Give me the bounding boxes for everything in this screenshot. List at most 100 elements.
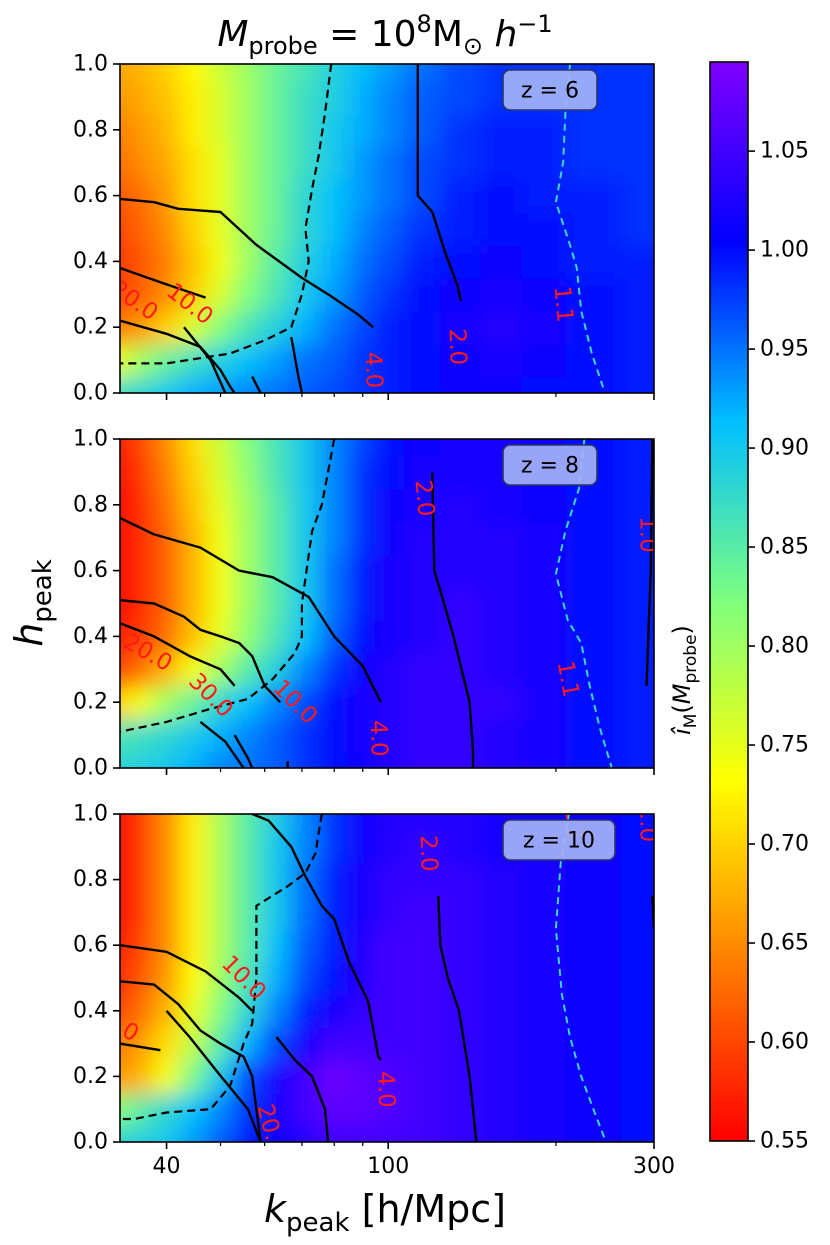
heatmap-cell [261,520,292,556]
heatmap-cell [347,553,377,589]
heatmap-cell [289,276,321,312]
heatmap-cell [120,1059,132,1094]
heatmap-cell [289,927,321,963]
heatmap-cell [521,520,568,556]
heatmap-cell [620,1059,654,1094]
heatmap-cell [179,112,209,148]
heatmap-cell [620,684,654,720]
heatmap-cell [120,439,132,457]
heatmap-cell [521,112,568,148]
heatmap-cell [152,750,182,768]
panels: 20.010.04.02.01.10.00.20.40.60.81.0z = 6… [73,52,675,1180]
heatmap-cell [404,993,443,1029]
heatmap-cell [440,342,483,378]
colorbar-tick-label: 0.65 [760,931,809,956]
heatmap-cell [129,1059,155,1094]
heatmap-cell [206,520,236,556]
heatmap-cell [521,651,568,687]
y-tick-label: 1.0 [73,52,108,77]
heatmap-cell [179,211,209,246]
y-tick-label: 0.6 [73,183,108,208]
heatmap-cell [120,145,132,181]
heatmap-cell [620,145,654,181]
heatmap-cell [440,1124,483,1142]
heatmap-cell [152,309,182,345]
heatmap-cell [120,1124,132,1142]
heatmap-cell [206,178,236,214]
heatmap-cell [206,895,236,930]
heatmap-cell [152,862,182,897]
heatmap-cell [620,553,654,589]
heatmap-cell [480,520,524,556]
heatmap-cell [480,651,524,687]
heatmap-cell [347,829,377,865]
heatmap-cell [318,927,350,963]
heatmap-cell [289,375,321,393]
contour-solid [120,266,206,299]
heatmap-cell [521,750,568,768]
heatmap-cell [129,618,155,654]
y-tick-label: 0.8 [73,117,108,142]
colorbar-gradient [709,61,749,1142]
heatmap-cell [374,750,407,768]
heatmap-cell [620,927,654,963]
heatmap-cell [374,454,407,490]
heatmap-cell [120,64,132,82]
contour-dashed [120,814,323,1121]
heatmap-cell [521,487,568,523]
heatmap-cell [480,553,524,589]
heatmap-cell [206,487,236,523]
y-tick-label: 0.2 [73,1064,108,1089]
contour-solid [431,471,475,768]
panel-3: .010.020.4.02.01.11.00.00.20.40.60.81.04… [73,802,675,1180]
heatmap-cell [374,79,407,115]
heatmap-cell [179,64,209,82]
heatmap-cell [152,684,182,720]
heatmap-cell [233,717,264,753]
contour-solid [437,895,478,1142]
panel-1: 20.010.04.02.01.10.00.20.40.60.81.0z = 6 [73,52,655,406]
heatmap-cell [152,145,182,181]
heatmap-cell [347,814,377,832]
heatmap-cell [129,750,155,768]
heatmap-cell [152,829,182,865]
heatmap-cell [620,895,654,930]
heatmap-cell [404,520,443,556]
heatmap-cell [565,1124,623,1142]
heatmap-cell [129,375,155,393]
heatmap-cell [480,309,524,345]
heatmap-cell [261,717,292,753]
contour-solid [120,197,374,329]
heatmap-cell [440,64,483,82]
heatmap-cell [120,895,132,930]
heatmap-cell [206,586,236,621]
contour-cyan [554,814,607,1142]
heatmap-cell [152,342,182,378]
heatmap-cell [565,553,623,589]
heatmap-cell [261,829,292,865]
heatmap-cell [129,651,155,687]
heatmap-cell [261,145,292,181]
heatmap-cell [152,276,182,312]
heatmap-cell [129,276,155,312]
heatmap-cell [565,112,623,148]
heatmap-cell [233,895,264,930]
heatmap-cell [206,309,236,345]
heatmap-cell [620,993,654,1029]
heatmap-cell [120,79,132,115]
x-axis [165,768,655,775]
heatmap-cell [120,684,132,720]
heatmap-cell [261,927,292,963]
y-tick-label: 0.6 [73,558,108,583]
heatmap-cell [120,814,132,832]
heatmap-cell [289,1026,321,1061]
heatmap-cell [565,178,623,214]
heatmap-cell [404,1124,443,1142]
contour-solid [251,814,382,1061]
heatmap-cell [440,1091,483,1127]
heatmap-cell [129,112,155,148]
heatmap-cell [404,342,443,378]
heatmap-cell [347,750,377,768]
heatmap-cell [374,112,407,148]
x-axis [165,393,655,400]
